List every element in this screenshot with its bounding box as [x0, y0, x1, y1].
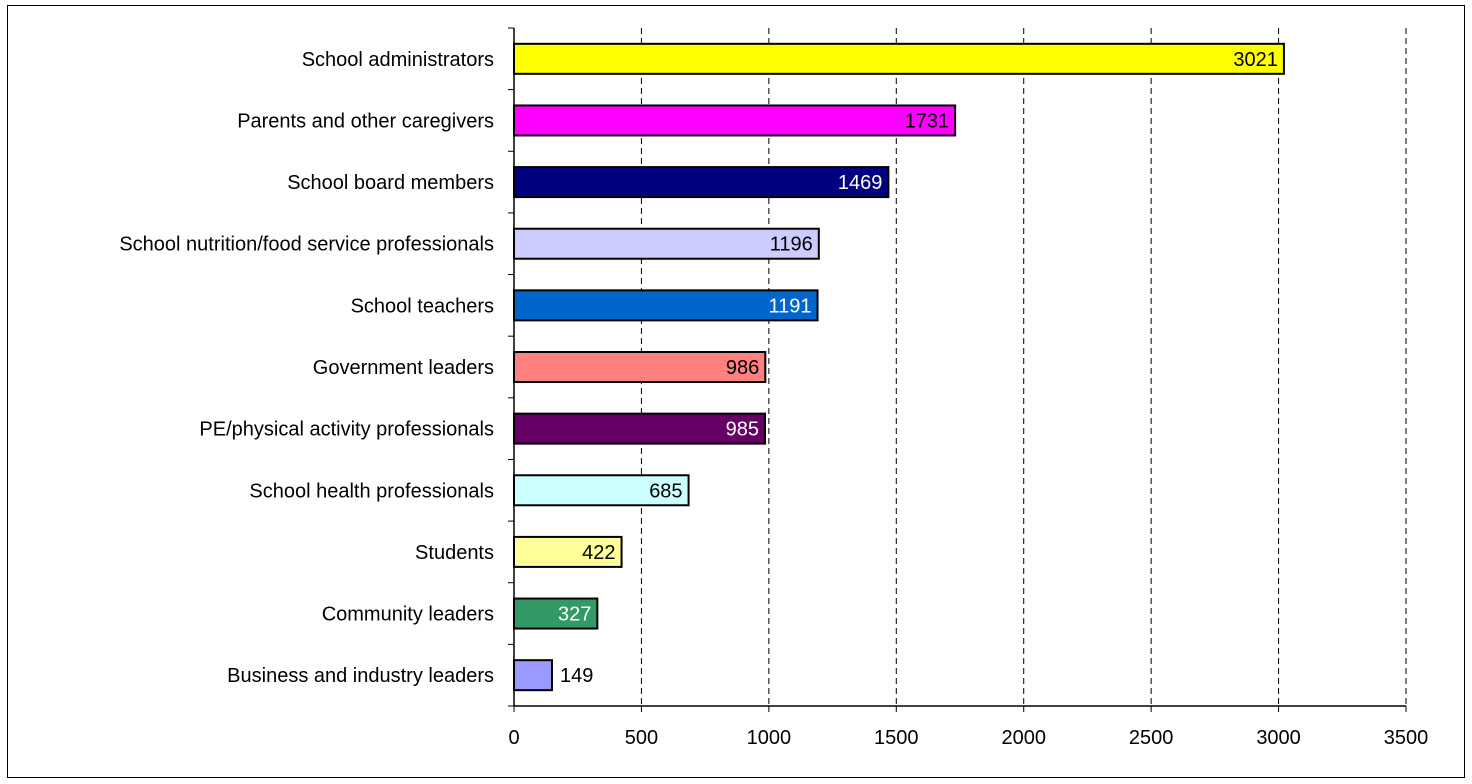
bar [513, 351, 767, 383]
axes [508, 27, 1407, 712]
data-label: 985 [726, 419, 759, 441]
category-label: Government leaders [313, 357, 494, 379]
bar [513, 535, 623, 568]
bar [513, 227, 820, 260]
x-tick-label: 3500 [1384, 727, 1429, 749]
bars [513, 42, 1285, 692]
category-label: Parents and other caregivers [237, 110, 494, 132]
gridlines [640, 28, 1407, 706]
bar [513, 474, 690, 507]
category-label: Students [415, 542, 494, 564]
category-label: School administrators [302, 49, 494, 71]
data-label: 986 [726, 357, 759, 379]
category-label: School health professionals [249, 480, 494, 502]
x-tick-label: 500 [625, 727, 658, 749]
category-label: PE/physical activity professionals [199, 419, 494, 441]
data-label: 1191 [769, 295, 812, 317]
bar [513, 659, 553, 692]
x-tick-label: 1000 [747, 727, 792, 749]
data-label: 1469 [838, 172, 883, 194]
x-tick-label: 1500 [874, 727, 919, 749]
data-label: 3021 [1233, 49, 1278, 71]
bar [513, 412, 767, 445]
bar [513, 42, 1285, 75]
x-tick-label: 3000 [1256, 727, 1301, 749]
data-label: 422 [582, 542, 615, 564]
data-label: 327 [558, 604, 591, 626]
category-label: School nutrition/food service profession… [119, 234, 494, 256]
data-label: 149 [560, 665, 593, 687]
x-tick-label: 0 [508, 727, 519, 749]
bar [513, 166, 890, 199]
bar [513, 597, 599, 630]
bar [513, 104, 957, 137]
category-label: Business and industry leaders [227, 665, 494, 687]
x-tick-label: 2500 [1129, 727, 1174, 749]
data-label: 1731 [905, 110, 950, 132]
category-label: Community leaders [322, 604, 494, 626]
category-label: School teachers [351, 295, 494, 317]
data-label: 1196 [770, 234, 813, 256]
x-tick-label: 2000 [1001, 727, 1046, 749]
labels: 0 500 1000 1500 2000 2500 3000 3500 School admin… [119, 49, 1428, 749]
category-label: School board members [287, 172, 494, 194]
data-label: 685 [649, 480, 682, 502]
